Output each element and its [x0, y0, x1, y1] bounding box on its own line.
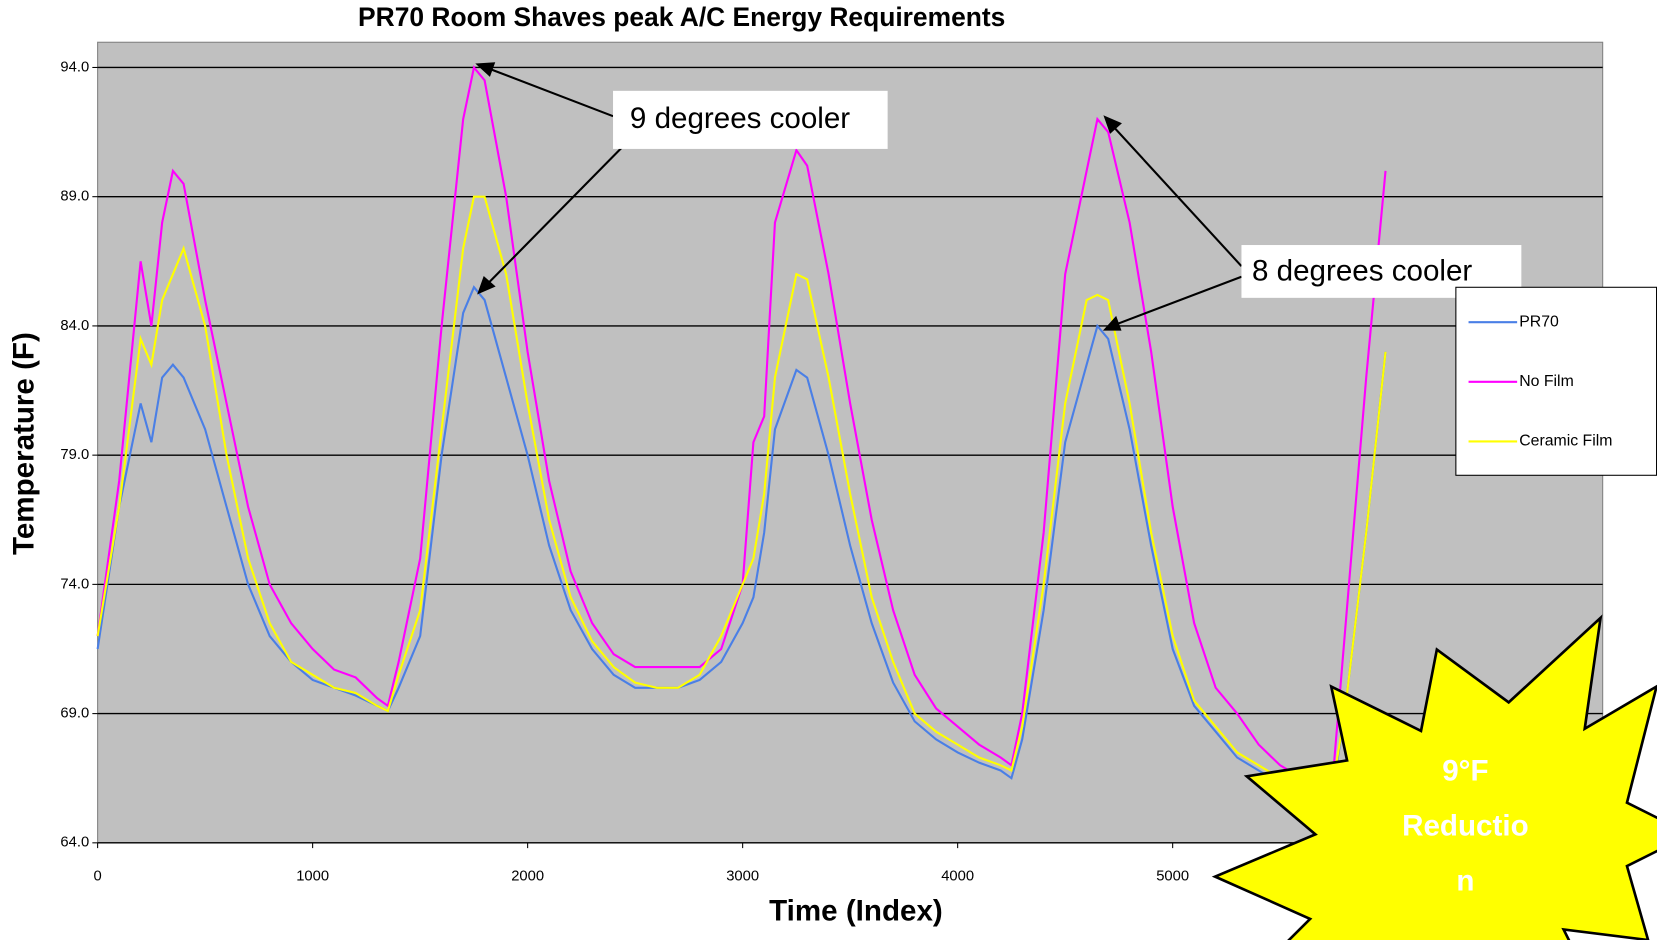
x-axis-label: Time (Index) [769, 894, 943, 927]
y-tick-label: 94.0 [60, 59, 89, 75]
series-line [96, 195, 1387, 793]
arrow [1110, 123, 1243, 267]
y-tick-label: 79.0 [60, 447, 89, 463]
x-tick-label: 3000 [726, 869, 759, 885]
annotation-box [613, 90, 888, 149]
lines [96, 65, 1387, 798]
arrow [485, 66, 614, 118]
series-line [96, 285, 1387, 798]
starburst [1211, 614, 1657, 940]
starburst-label-box: 9°F Reduction [1402, 754, 1529, 897]
arrow [1113, 275, 1242, 327]
x-tick-label: 0 [94, 869, 102, 885]
y-tick-label: 74.0 [60, 576, 89, 592]
annotation-arrows [475, 62, 1243, 331]
legend-label: Ceramic Film [1519, 433, 1612, 450]
x-tick-label: 5000 [1156, 869, 1189, 885]
legend-label: No Film [1519, 373, 1574, 390]
annotation: 8 degrees cooler [1252, 254, 1472, 287]
y-tick-label: 64.0 [60, 835, 89, 851]
x-tick-label: 2000 [511, 869, 544, 885]
x-tick-label: 4000 [941, 869, 974, 885]
x-tick-label: 1000 [296, 869, 329, 885]
series-line [96, 65, 1387, 780]
y-tick-label: 89.0 [60, 189, 89, 205]
legend-label: PR70 [1519, 313, 1559, 330]
y-axis-label: Temperature (F) [8, 332, 41, 555]
arrowhead [475, 62, 496, 77]
arrowhead [1103, 115, 1122, 134]
annotation: 9 degrees cooler [630, 102, 850, 135]
chart-title: PR70 Room Shaves peak A/C Energy Require… [358, 2, 1005, 32]
legend-entries: PR70 No Film Ceramic Film [1468, 313, 1612, 450]
starburst-label: 9°F Reduction [1402, 754, 1529, 897]
arrowhead [1102, 315, 1122, 331]
y-tick-label: 69.0 [60, 706, 89, 722]
arrow [485, 145, 625, 286]
y-tick-label: 84.0 [60, 318, 89, 334]
arrowhead [477, 275, 496, 295]
